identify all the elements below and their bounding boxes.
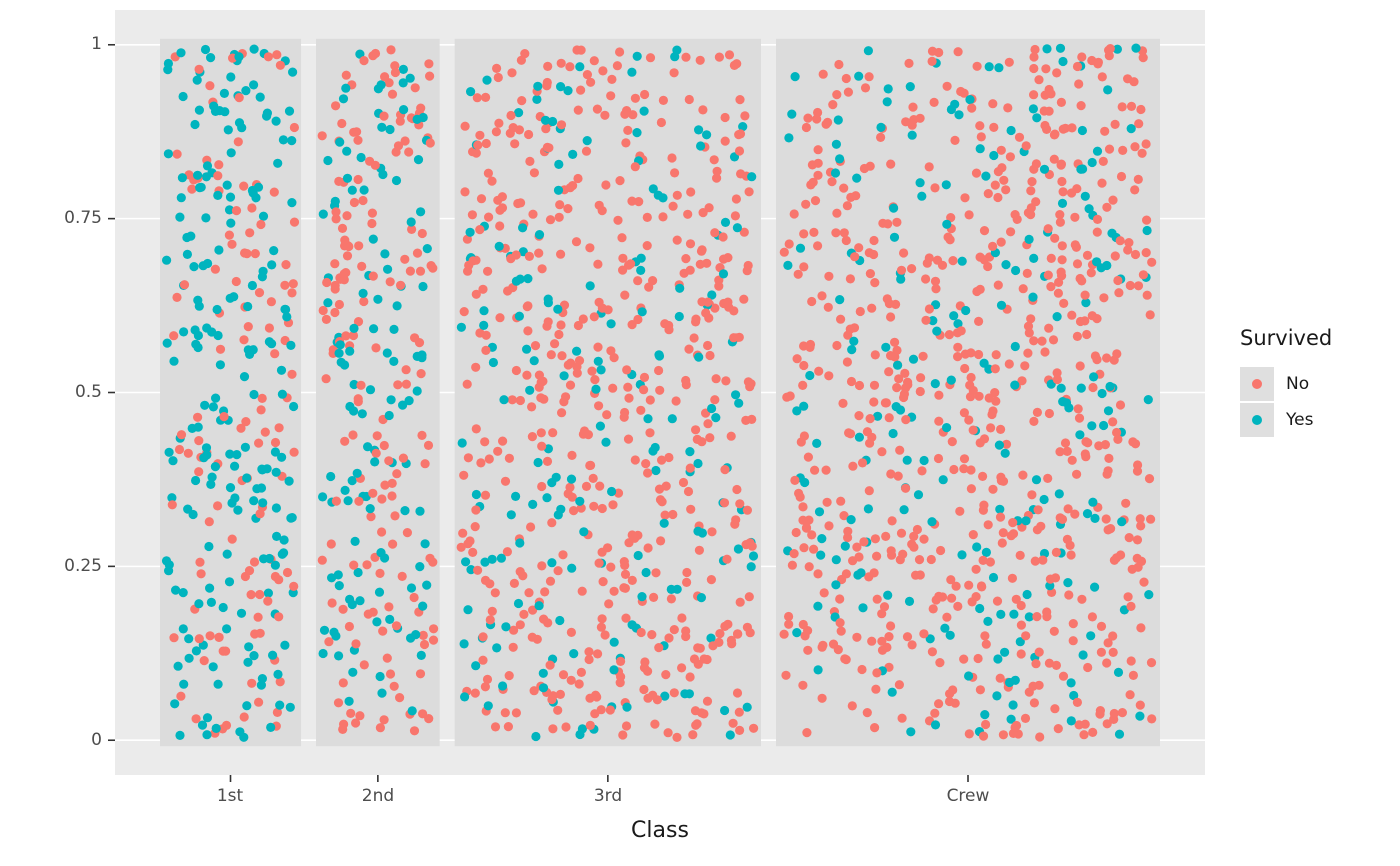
legend-swatch (1240, 403, 1274, 437)
x-tick-label-2nd: 2nd (361, 786, 395, 806)
legend-label-no: No (1286, 373, 1310, 394)
legend-dot-yes-icon (1252, 415, 1262, 425)
x-axis-title: Class (631, 818, 689, 843)
legend-key-yes: Yes (1240, 403, 1390, 437)
y-tick-label-0_25: 0.25 (64, 556, 102, 576)
legend-label-yes: Yes (1286, 409, 1314, 430)
x-tick-label-1st: 1st (216, 786, 244, 806)
x-tick-label-3rd: 3rd (593, 786, 623, 806)
legend-dot-no-icon (1252, 379, 1262, 389)
legend-key-no: No (1240, 367, 1390, 401)
y-tick-label-0_75: 0.75 (64, 208, 102, 228)
y-tick-label-0_5: 0.5 (74, 382, 102, 402)
legend: Survived No Yes (1240, 328, 1390, 439)
y-tick-label-1: 1 (91, 34, 102, 54)
y-tick-label-0: 0 (91, 730, 102, 750)
legend-swatch (1240, 367, 1274, 401)
legend-title: Survived (1240, 326, 1333, 350)
x-tick-label-crew: Crew (946, 786, 990, 806)
